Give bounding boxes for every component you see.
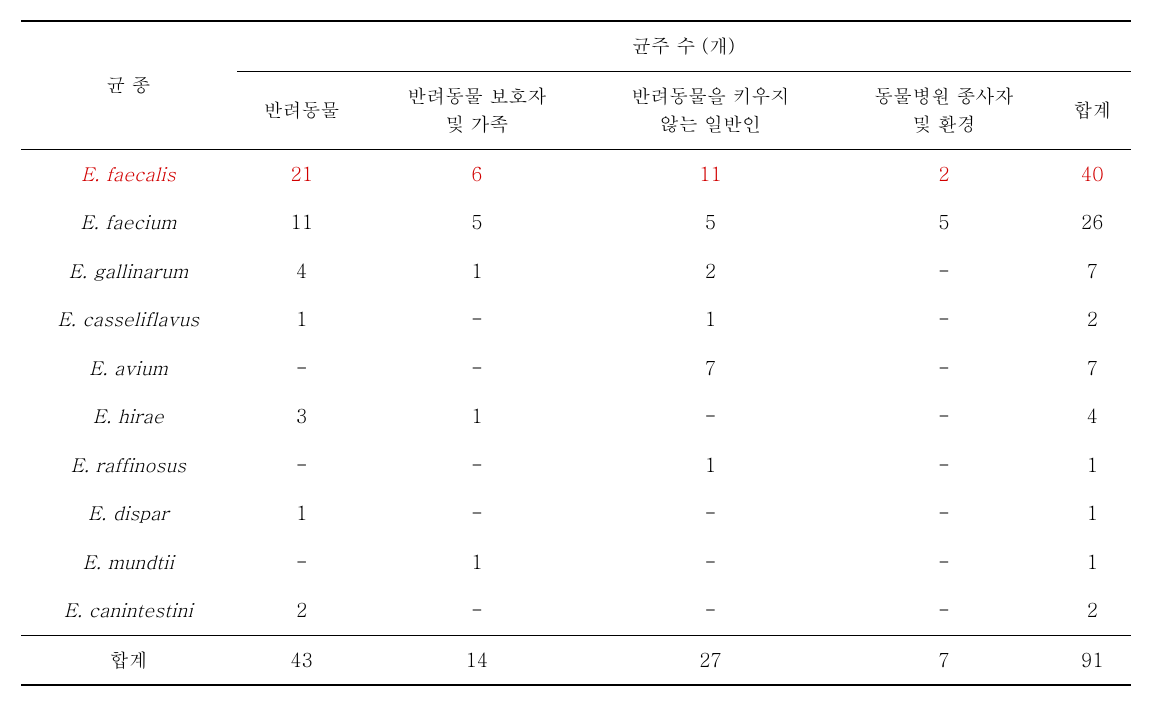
cell-value: - <box>834 295 1054 344</box>
table-body: E. faecalis21611240E. faecium1155526E. g… <box>21 149 1131 635</box>
species-name: E. dispar <box>21 489 237 538</box>
cell-value: 1 <box>237 489 367 538</box>
table-footer: 합계 43 14 27 7 91 <box>21 635 1131 685</box>
cell-value: - <box>587 392 834 441</box>
table-row: E. canintestini2---2 <box>21 586 1131 635</box>
table-row: E. mundtii-1--1 <box>21 538 1131 587</box>
cell-value: 6 <box>367 149 587 198</box>
cell-value: 1 <box>1054 538 1131 587</box>
cell-value: 7 <box>1054 344 1131 393</box>
footer-label: 합계 <box>21 635 237 685</box>
cell-value: 1 <box>587 441 834 490</box>
footer-val-1: 14 <box>367 635 587 685</box>
species-name: E. avium <box>21 344 237 393</box>
cell-value: 1 <box>587 295 834 344</box>
cell-value: - <box>834 247 1054 296</box>
cell-value: - <box>237 344 367 393</box>
cell-value: 1 <box>367 538 587 587</box>
cell-value: 11 <box>587 149 834 198</box>
cell-value: 4 <box>1054 392 1131 441</box>
cell-value: - <box>834 344 1054 393</box>
cell-value: 2 <box>587 247 834 296</box>
cell-value: - <box>587 489 834 538</box>
cell-value: 2 <box>1054 586 1131 635</box>
cell-value: - <box>367 489 587 538</box>
cell-value: - <box>367 441 587 490</box>
cell-value: 11 <box>237 198 367 247</box>
header-col-guardians: 반려동물 보호자및 가족 <box>367 71 587 149</box>
cell-value: 1 <box>367 247 587 296</box>
cell-value: 2 <box>1054 295 1131 344</box>
header-col-hospital: 동물병원 종사자및 환경 <box>834 71 1054 149</box>
cell-value: 3 <box>237 392 367 441</box>
cell-value: 1 <box>367 392 587 441</box>
species-name: E. canintestini <box>21 586 237 635</box>
cell-value: 21 <box>237 149 367 198</box>
cell-value: 1 <box>1054 441 1131 490</box>
header-count-group: 균주 수 (개) <box>237 21 1131 71</box>
footer-val-2: 27 <box>587 635 834 685</box>
cell-value: - <box>367 586 587 635</box>
cell-value: - <box>834 392 1054 441</box>
table-row: E. hirae31--4 <box>21 392 1131 441</box>
cell-value: - <box>834 538 1054 587</box>
footer-val-4: 91 <box>1054 635 1131 685</box>
table-row: E. casseliflavus1-1-2 <box>21 295 1131 344</box>
header-col-public: 반려동물을 키우지않는 일반인 <box>587 71 834 149</box>
cell-value: 2 <box>237 586 367 635</box>
species-name: E. raffinosus <box>21 441 237 490</box>
species-name: E. faecium <box>21 198 237 247</box>
cell-value: 26 <box>1054 198 1131 247</box>
table-row: E. faecium1155526 <box>21 198 1131 247</box>
species-name: E. hirae <box>21 392 237 441</box>
cell-value: 5 <box>587 198 834 247</box>
cell-value: - <box>834 441 1054 490</box>
table-header: 균 종 균주 수 (개) 반려동물 반려동물 보호자및 가족 반려동물을 키우지… <box>21 21 1131 149</box>
cell-value: 40 <box>1054 149 1131 198</box>
cell-value: 1 <box>1054 489 1131 538</box>
cell-value: - <box>587 586 834 635</box>
cell-value: - <box>367 295 587 344</box>
header-species: 균 종 <box>21 21 237 149</box>
strain-count-table: 균 종 균주 수 (개) 반려동물 반려동물 보호자및 가족 반려동물을 키우지… <box>21 20 1131 686</box>
cell-value: - <box>237 538 367 587</box>
cell-value: 5 <box>834 198 1054 247</box>
cell-value: 5 <box>367 198 587 247</box>
cell-value: - <box>834 586 1054 635</box>
cell-value: - <box>587 538 834 587</box>
header-col-total: 합계 <box>1054 71 1131 149</box>
cell-value: - <box>237 441 367 490</box>
species-name: E. faecalis <box>21 149 237 198</box>
cell-value: - <box>367 344 587 393</box>
footer-val-0: 43 <box>237 635 367 685</box>
footer-val-3: 7 <box>834 635 1054 685</box>
table-row: E. raffinosus--1-1 <box>21 441 1131 490</box>
table-row: E. dispar1---1 <box>21 489 1131 538</box>
table-row: E. faecalis21611240 <box>21 149 1131 198</box>
header-col-pets: 반려동물 <box>237 71 367 149</box>
table-row: E. gallinarum412-7 <box>21 247 1131 296</box>
cell-value: 7 <box>1054 247 1131 296</box>
cell-value: 2 <box>834 149 1054 198</box>
table-row: E. avium--7-7 <box>21 344 1131 393</box>
species-name: E. gallinarum <box>21 247 237 296</box>
cell-value: 7 <box>587 344 834 393</box>
cell-value: 4 <box>237 247 367 296</box>
cell-value: - <box>834 489 1054 538</box>
species-name: E. casseliflavus <box>21 295 237 344</box>
species-name: E. mundtii <box>21 538 237 587</box>
cell-value: 1 <box>237 295 367 344</box>
